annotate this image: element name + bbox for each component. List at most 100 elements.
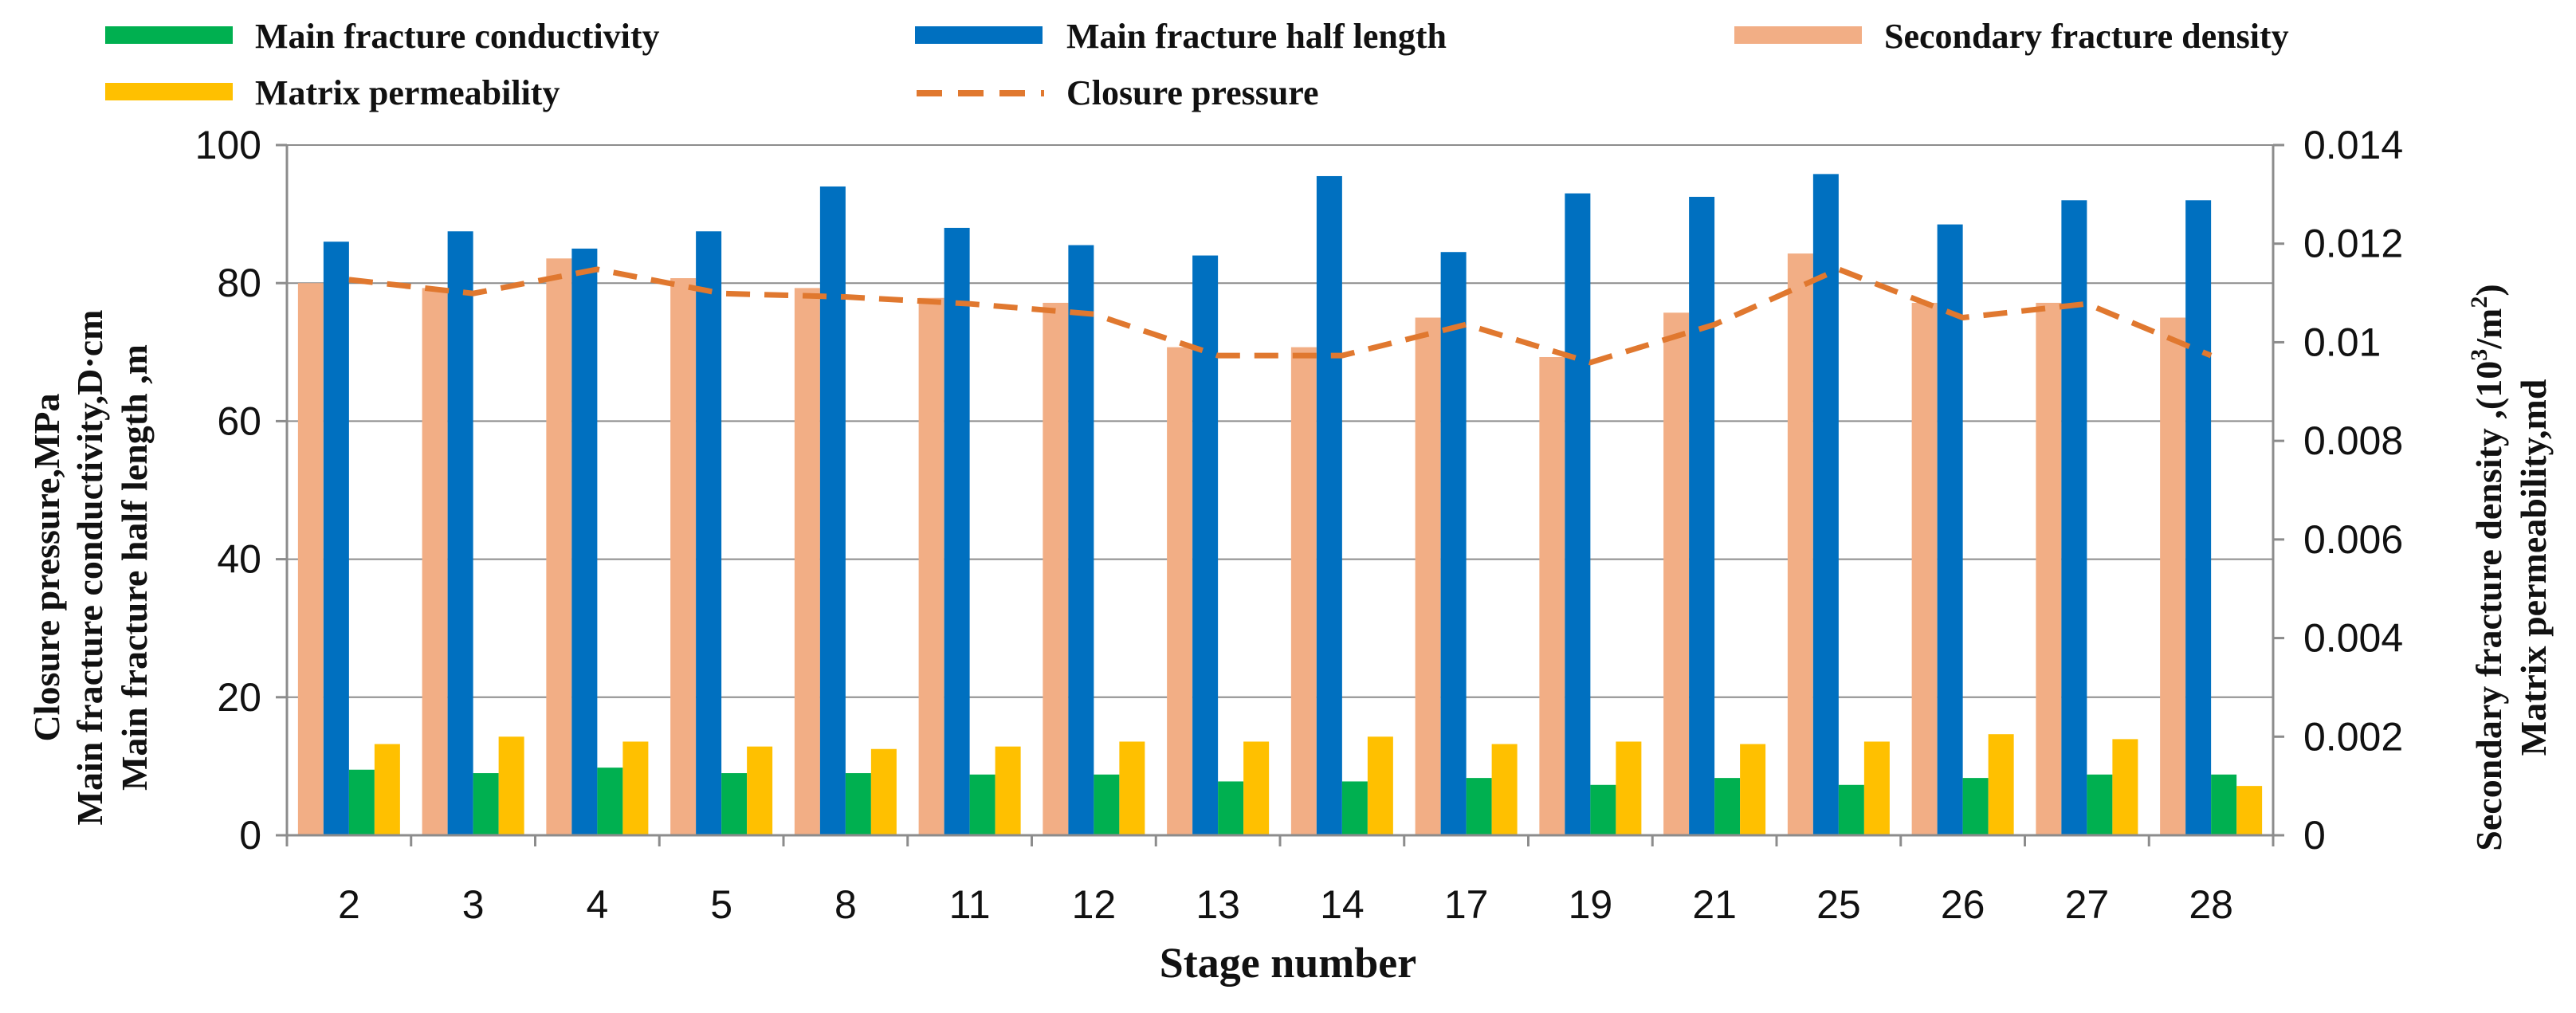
bar-conductivity-stage-4 [597,768,623,835]
x-axis-title: Stage number [1160,939,1417,987]
bar-secondary-density-stage-4 [546,258,572,835]
left-tick-label: 40 [217,537,261,582]
legend: Main fracture conductivity Main fracture… [105,17,2289,112]
left-axis-title: Closure pressure,MPa Main fracture condu… [26,310,155,826]
bar-secondary-density-stage-3 [422,288,448,835]
x-tick-label: 13 [1196,882,1240,927]
bar-secondary-density-stage-14 [1290,347,1317,836]
right-tick-label: 0.008 [2303,418,2403,463]
left-axis-title-line-3: Main fracture half length ,m [114,344,155,791]
bar-matrix-permeability-stage-25 [1863,741,1890,835]
left-tick-label: 20 [217,675,261,720]
bar-secondary-density-stage-11 [918,297,944,835]
bar-secondary-density-stage-12 [1043,302,1069,835]
bar-conductivity-stage-14 [1341,781,1368,835]
bar-conductivity-stage-2 [348,769,375,835]
bar-half-length-stage-5 [696,231,722,835]
right-tick-label: 0.014 [2303,123,2403,167]
right-tick-label: 0.01 [2303,320,2381,364]
x-tick-label: 14 [1320,882,1365,927]
left-axis-title-line-1: Closure pressure,MPa [26,394,67,742]
axes [276,143,2284,846]
right-axis-title-line-1: Secondary fracture density ,(103/m2) [2466,284,2509,850]
right-axis-title-sup: 3 [2466,349,2492,361]
x-tick-label: 2 [338,882,360,927]
bar-half-length-stage-26 [1937,224,1963,836]
left-tick-label: 80 [217,261,261,305]
legend-label-half-length: Main fracture half length [1066,17,1447,56]
bar-matrix-permeability-stage-4 [622,741,649,835]
x-tick-label: 8 [834,882,857,927]
bar-secondary-density-stage-2 [297,283,324,835]
right-axis-title-prefix: Secondary fracture density ,(10 [2468,361,2509,851]
x-tick-label: 17 [1444,882,1489,927]
right-tick-label: 0.012 [2303,222,2403,266]
x-tick-label: 25 [1816,882,1861,927]
bar-matrix-permeability-stage-11 [995,746,1021,835]
legend-item-secondary-density: Secondary fracture density [1734,17,2289,56]
bar-half-length-stage-14 [1316,175,1342,836]
bar-matrix-permeability-stage-5 [747,746,773,835]
bar-matrix-permeability-stage-26 [1988,734,2014,835]
bar-half-length-stage-28 [2185,200,2212,835]
bar-matrix-permeability-stage-19 [1616,741,1642,835]
bar-half-length-stage-17 [1440,252,1467,836]
legend-swatch-matrix-permeability [105,83,233,100]
bar-conductivity-stage-21 [1714,778,1741,835]
bars [297,174,2263,836]
bar-matrix-permeability-stage-28 [2236,786,2263,835]
right-axis-title-end: ) [2468,284,2509,296]
bar-half-length-stage-3 [447,231,473,835]
bar-matrix-permeability-stage-2 [374,744,400,835]
x-tick-label: 12 [1072,882,1117,927]
left-axis-ticks: 0 20 40 60 80 100 [195,123,261,858]
bar-secondary-density-stage-21 [1663,312,1690,835]
bar-conductivity-stage-25 [1838,784,1864,835]
bar-half-length-stage-11 [944,227,970,835]
bar-conductivity-stage-11 [969,774,995,835]
x-tick-label: 11 [949,882,991,927]
x-tick-label: 3 [462,882,485,927]
bar-secondary-density-stage-26 [1911,302,1938,835]
right-tick-label: 0.002 [2303,714,2403,759]
right-tick-label: 0.006 [2303,517,2403,562]
legend-label-closure-pressure: Closure pressure [1066,73,1319,112]
bar-matrix-permeability-stage-12 [1119,741,1145,835]
closure-pressure-line [348,266,2213,366]
x-tick-label: 5 [710,882,732,927]
legend-item-closure-pressure: Closure pressure [917,73,1319,112]
bar-conductivity-stage-19 [1590,784,1616,835]
bar-secondary-density-stage-25 [1787,253,1813,836]
x-tick-label: 27 [2065,882,2110,927]
bar-half-length-stage-27 [2061,200,2087,835]
bar-matrix-permeability-stage-8 [870,748,897,835]
x-tick-label: 26 [1941,882,1985,927]
left-tick-label: 60 [217,399,261,443]
legend-item-conductivity: Main fracture conductivity [105,17,660,56]
bar-matrix-permeability-stage-27 [2112,739,2138,835]
x-tick-label: 19 [1569,882,1613,927]
bar-conductivity-stage-12 [1094,774,1120,835]
bar-conductivity-stage-3 [473,773,499,835]
legend-label-matrix-permeability: Matrix permeability [255,73,560,112]
x-tick-label: 28 [2189,882,2233,927]
bar-secondary-density-stage-13 [1167,347,1193,836]
left-tick-label: 0 [239,813,261,858]
bar-half-length-stage-12 [1068,245,1094,835]
bar-conductivity-stage-5 [721,773,748,835]
right-axis-title: Secondary fracture density ,(103/m2) Mat… [2466,284,2554,850]
bar-matrix-permeability-stage-21 [1740,744,1766,835]
bar-half-length-stage-8 [819,186,846,835]
bar-conductivity-stage-26 [1962,778,1989,835]
left-tick-label: 100 [195,123,261,167]
legend-swatch-secondary-density [1734,26,1862,44]
right-axis-title-sup2: 2 [2466,296,2492,308]
right-axis-title-line-2: Matrix permeability,md [2513,379,2554,756]
bar-secondary-density-stage-17 [1415,317,1441,835]
bar-half-length-stage-25 [1812,174,1839,835]
bar-conductivity-stage-28 [2211,774,2237,835]
legend-label-secondary-density: Secondary fracture density [1884,17,2289,56]
legend-item-matrix-permeability: Matrix permeability [105,73,560,112]
bar-secondary-density-stage-8 [794,288,820,835]
